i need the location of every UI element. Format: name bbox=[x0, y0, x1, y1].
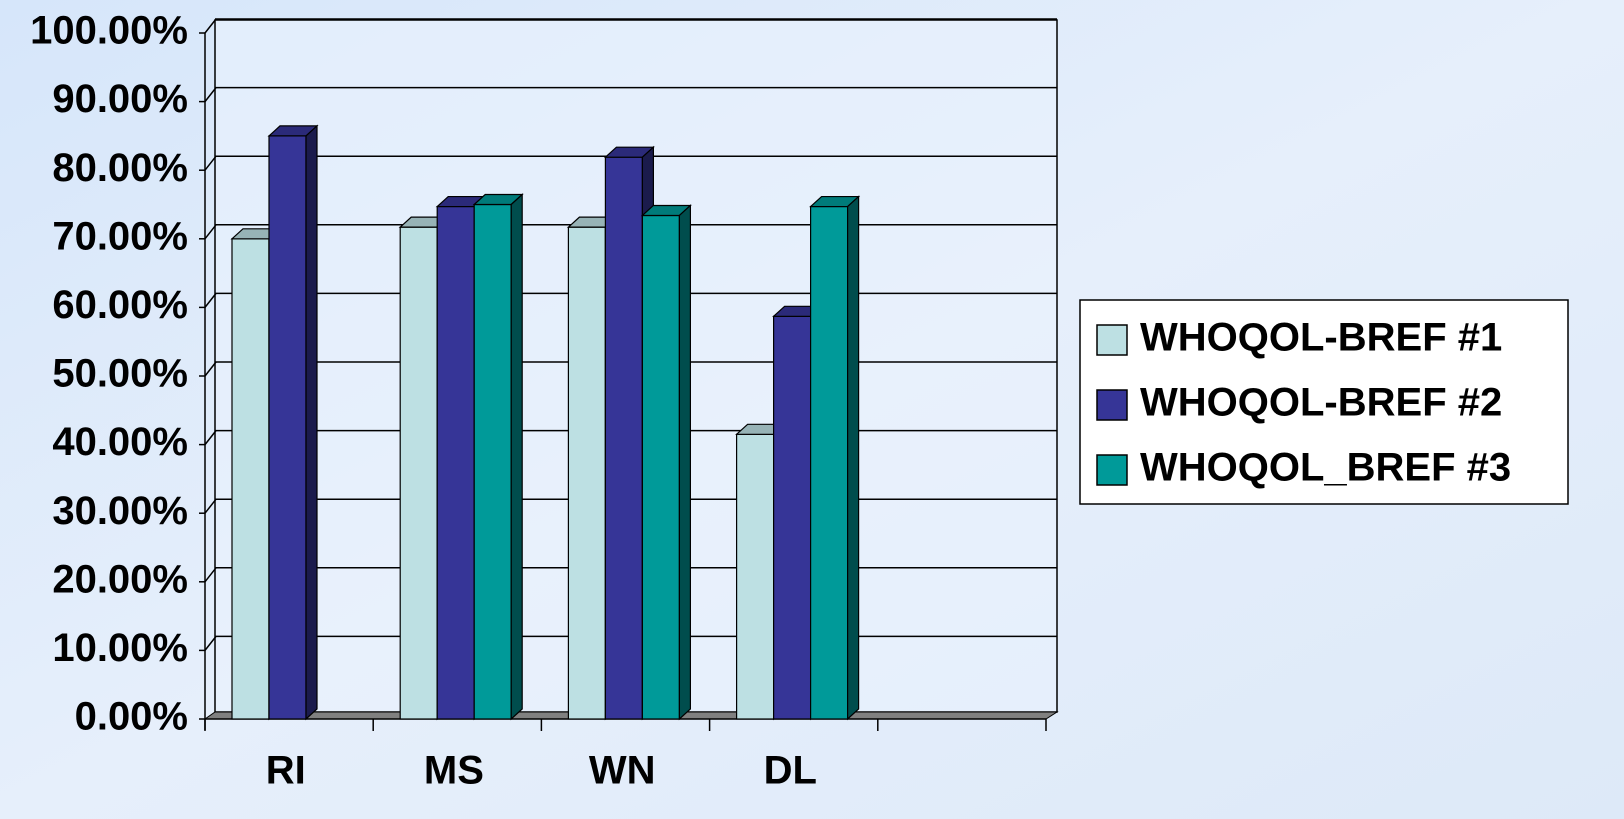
bar-front bbox=[641, 214, 681, 720]
grid-line bbox=[204, 18, 217, 34]
legend-swatch bbox=[1096, 324, 1128, 356]
bar-front bbox=[436, 205, 475, 720]
grid-line bbox=[204, 635, 217, 651]
legend-label: WHOQOL-BREF #2 bbox=[1140, 381, 1502, 425]
y-tick-label: 60.00% bbox=[52, 283, 188, 327]
x-tick-label: DL bbox=[764, 749, 817, 793]
bar-front bbox=[231, 238, 270, 720]
y-tick-label: 100.00% bbox=[30, 9, 188, 53]
y-tick-label: 80.00% bbox=[52, 146, 188, 190]
bar bbox=[472, 193, 524, 721]
legend-swatch bbox=[1096, 389, 1128, 421]
bar-front bbox=[735, 433, 775, 720]
bar-side bbox=[305, 124, 318, 721]
bar-front bbox=[473, 203, 512, 720]
x-tick-label: RI bbox=[266, 749, 306, 793]
grid-line bbox=[204, 224, 217, 240]
y-tick-label: 20.00% bbox=[52, 557, 188, 601]
bar-side bbox=[846, 195, 860, 721]
bar bbox=[809, 195, 861, 721]
bar-front bbox=[268, 135, 307, 720]
legend bbox=[1079, 299, 1569, 505]
x-tick-label: MS bbox=[424, 749, 484, 793]
grid-line bbox=[204, 292, 217, 308]
legend-swatch bbox=[1096, 454, 1128, 486]
grid-line bbox=[204, 567, 217, 583]
y-tick-label: 90.00% bbox=[52, 77, 188, 121]
bar bbox=[640, 204, 692, 721]
y-tick-label: 30.00% bbox=[52, 489, 188, 533]
grid-line bbox=[204, 361, 217, 377]
grid-line bbox=[204, 430, 217, 446]
y-tick-label: 10.00% bbox=[52, 626, 188, 670]
bar-front bbox=[399, 226, 438, 720]
y-tick-label: 40.00% bbox=[52, 420, 188, 464]
bar-side bbox=[678, 204, 692, 721]
bar bbox=[267, 124, 319, 721]
bar-front bbox=[772, 315, 812, 720]
grid-line bbox=[204, 87, 217, 103]
grid-line bbox=[204, 498, 217, 514]
bar-front bbox=[604, 156, 644, 720]
bar-front bbox=[809, 205, 849, 720]
legend-label: WHOQOL_BREF #3 bbox=[1140, 446, 1511, 490]
y-tick-label: 70.00% bbox=[52, 214, 188, 258]
x-tick-label: WN bbox=[589, 749, 656, 793]
grid-line bbox=[204, 155, 217, 171]
y-tick-label: 50.00% bbox=[52, 352, 188, 396]
bar-side bbox=[510, 193, 523, 721]
y-tick-label: 0.00% bbox=[75, 695, 188, 739]
legend-label: WHOQOL-BREF #1 bbox=[1140, 316, 1502, 360]
bar-front bbox=[567, 226, 607, 720]
